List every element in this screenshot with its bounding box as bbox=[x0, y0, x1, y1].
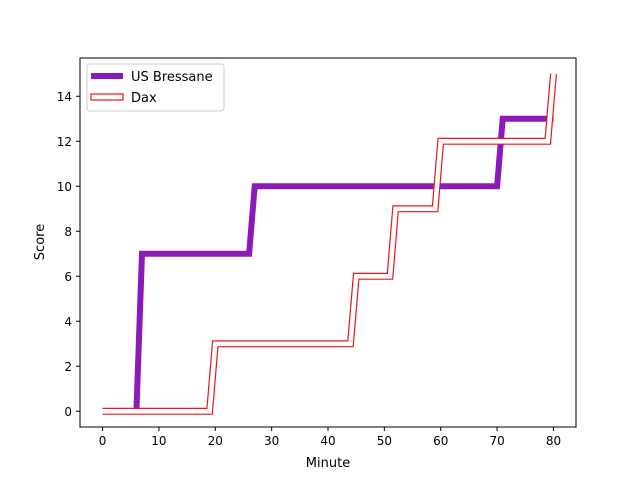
y-axis-label: Score bbox=[33, 224, 48, 260]
y-tick-label-10: 10 bbox=[57, 180, 72, 194]
legend: US Bressane Dax bbox=[86, 63, 225, 112]
series-line-dax-outline bbox=[102, 73, 557, 415]
series-line-dax-core bbox=[102, 73, 556, 414]
x-tick-label-40: 40 bbox=[320, 434, 335, 448]
legend-label-dax: Dax bbox=[131, 91, 157, 106]
x-tick-label-10: 10 bbox=[151, 434, 166, 448]
x-tick-label-0: 0 bbox=[99, 434, 107, 448]
x-tick-label-50: 50 bbox=[377, 434, 392, 448]
y-tick-label-0: 0 bbox=[64, 405, 72, 419]
plot-frame bbox=[79, 57, 577, 428]
x-tick-label-70: 70 bbox=[489, 434, 504, 448]
y-axis: 0 2 4 6 8 10 12 14 bbox=[57, 90, 80, 419]
y-tick-label-2: 2 bbox=[64, 360, 72, 374]
series-layer bbox=[102, 73, 557, 415]
series-line-us-bressane bbox=[133, 115, 554, 412]
y-tick-label-14: 14 bbox=[57, 90, 72, 104]
x-axis-label: Minute bbox=[306, 456, 350, 471]
y-tick-label-8: 8 bbox=[64, 225, 72, 239]
x-tick-label-60: 60 bbox=[433, 434, 448, 448]
y-tick-label-6: 6 bbox=[64, 270, 72, 284]
x-tick-label-20: 20 bbox=[208, 434, 223, 448]
x-axis: 0 10 20 30 40 50 60 70 80 bbox=[99, 427, 561, 448]
legend-label-us-bressane: US Bressane bbox=[131, 70, 213, 85]
x-tick-label-30: 30 bbox=[264, 434, 279, 448]
y-tick-label-12: 12 bbox=[57, 135, 72, 149]
y-tick-label-4: 4 bbox=[64, 315, 72, 329]
x-tick-label-80: 80 bbox=[546, 434, 561, 448]
legend-swatch-dax bbox=[90, 93, 124, 101]
